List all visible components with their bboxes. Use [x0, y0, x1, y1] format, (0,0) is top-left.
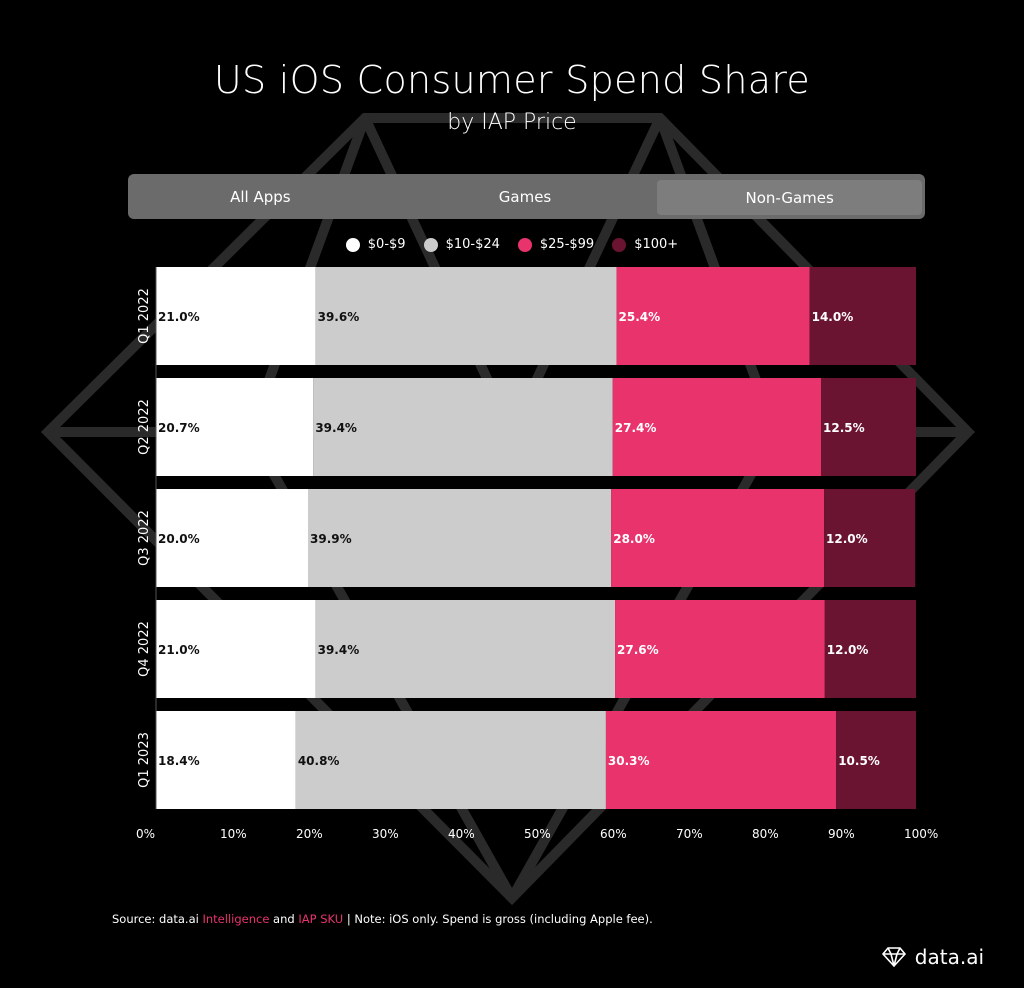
x-tick-label: 30% [372, 827, 399, 841]
data-label: 30.3% [608, 754, 650, 768]
source-middle: and [269, 912, 299, 926]
tab-non-games[interactable]: Non-Games [657, 180, 923, 215]
tab-games[interactable]: Games [498, 187, 552, 206]
bar-segment[interactable] [156, 267, 316, 365]
source-link-intelligence[interactable]: Intelligence [202, 912, 270, 926]
category-label: Q1 2023 [137, 732, 152, 788]
bar-segment[interactable] [824, 489, 916, 587]
bar-segment[interactable] [605, 711, 837, 809]
bar-segment[interactable] [156, 489, 308, 587]
bar-segment[interactable] [156, 378, 314, 476]
legend-item-25-99[interactable]: $25-$99 [517, 237, 595, 252]
chart-legend: $0-$9 $10-$24 $25-$99 $100+ [0, 237, 1024, 252]
x-tick-label: 50% [524, 827, 551, 841]
source-note: Source: data.ai Intelligence and IAP SKU… [112, 912, 653, 926]
data-label: 28.0% [613, 532, 655, 546]
bar-segment[interactable] [615, 600, 825, 698]
bar-segment[interactable] [156, 711, 296, 809]
x-tick-label: 40% [448, 827, 475, 841]
source-prefix: Source: data.ai [112, 912, 203, 926]
diamond-icon [881, 947, 906, 968]
source-suffix: | Note: iOS only. Spend is gross (includ… [343, 912, 653, 926]
x-tick-label: 90% [828, 827, 855, 841]
data-label: 20.0% [158, 532, 200, 546]
bar-segment[interactable] [156, 600, 316, 698]
data-label: 40.8% [298, 754, 340, 768]
data-label: 39.9% [310, 532, 352, 546]
data-label: 25.4% [619, 310, 661, 324]
legend-swatch [423, 237, 438, 252]
data-label: 39.6% [318, 310, 360, 324]
data-label: 12.0% [826, 532, 868, 546]
category-label: Q3 2022 [137, 510, 152, 566]
bar-segment[interactable] [836, 711, 916, 809]
category-label: Q4 2022 [137, 621, 152, 677]
legend-item-100-plus[interactable]: $100+ [612, 237, 678, 252]
data-label: 39.4% [318, 643, 360, 657]
legend-label: $10-$24 [445, 237, 500, 252]
legend-label: $0-$9 [367, 237, 406, 252]
bar-segment[interactable] [821, 378, 916, 476]
x-tick-label: 10% [220, 827, 247, 841]
data-label: 12.0% [827, 643, 869, 657]
chart-title: US iOS Consumer Spend Share [213, 58, 811, 102]
tab-all-apps[interactable]: All Apps [230, 187, 291, 206]
legend-label: $25-$99 [539, 237, 595, 252]
bar-segment[interactable] [315, 600, 616, 698]
x-tick-label: 80% [752, 827, 779, 841]
legend-swatch [612, 237, 627, 252]
x-tick-label: 100% [904, 827, 938, 841]
data-label: 14.0% [812, 310, 854, 324]
bar-segment[interactable] [616, 267, 810, 365]
bar-segment[interactable] [295, 711, 606, 809]
x-tick-label: 0% [136, 827, 155, 841]
data-label: 39.4% [315, 421, 357, 435]
data-label: 20.7% [158, 421, 200, 435]
bar-segment[interactable] [611, 489, 825, 587]
legend-item-10-24[interactable]: $10-$24 [423, 237, 500, 252]
data-label: 12.5% [823, 421, 865, 435]
bar-segment[interactable] [612, 378, 821, 476]
data-label: 10.5% [838, 754, 880, 768]
bar-segment[interactable] [313, 378, 613, 476]
legend-swatch [517, 237, 532, 252]
x-tick-label: 70% [676, 827, 703, 841]
x-tick-label: 60% [600, 827, 627, 841]
bar-segment[interactable] [809, 267, 916, 365]
legend-swatch [345, 237, 360, 252]
data-label: 18.4% [158, 754, 200, 768]
data-label: 27.6% [617, 643, 659, 657]
data-label: 21.0% [158, 310, 200, 324]
category-tabs: All Apps Games Non-Games [128, 174, 925, 219]
category-label: Q2 2022 [137, 399, 152, 455]
data-label: 21.0% [158, 643, 200, 657]
chart-subtitle: by IAP Price [447, 110, 577, 135]
brand-name: data.ai [914, 945, 984, 969]
legend-label: $100+ [634, 237, 679, 252]
bar-segment[interactable] [308, 489, 612, 587]
source-link-iap-sku[interactable]: IAP SKU [298, 912, 344, 926]
bar-segment[interactable] [315, 267, 617, 365]
legend-item-0-9[interactable]: $0-$9 [345, 237, 406, 252]
category-label: Q1 2022 [137, 288, 152, 344]
bar-segment[interactable] [824, 600, 916, 698]
data-label: 27.4% [615, 421, 657, 435]
brand-logo: data.ai [881, 945, 984, 969]
x-tick-label: 20% [296, 827, 323, 841]
